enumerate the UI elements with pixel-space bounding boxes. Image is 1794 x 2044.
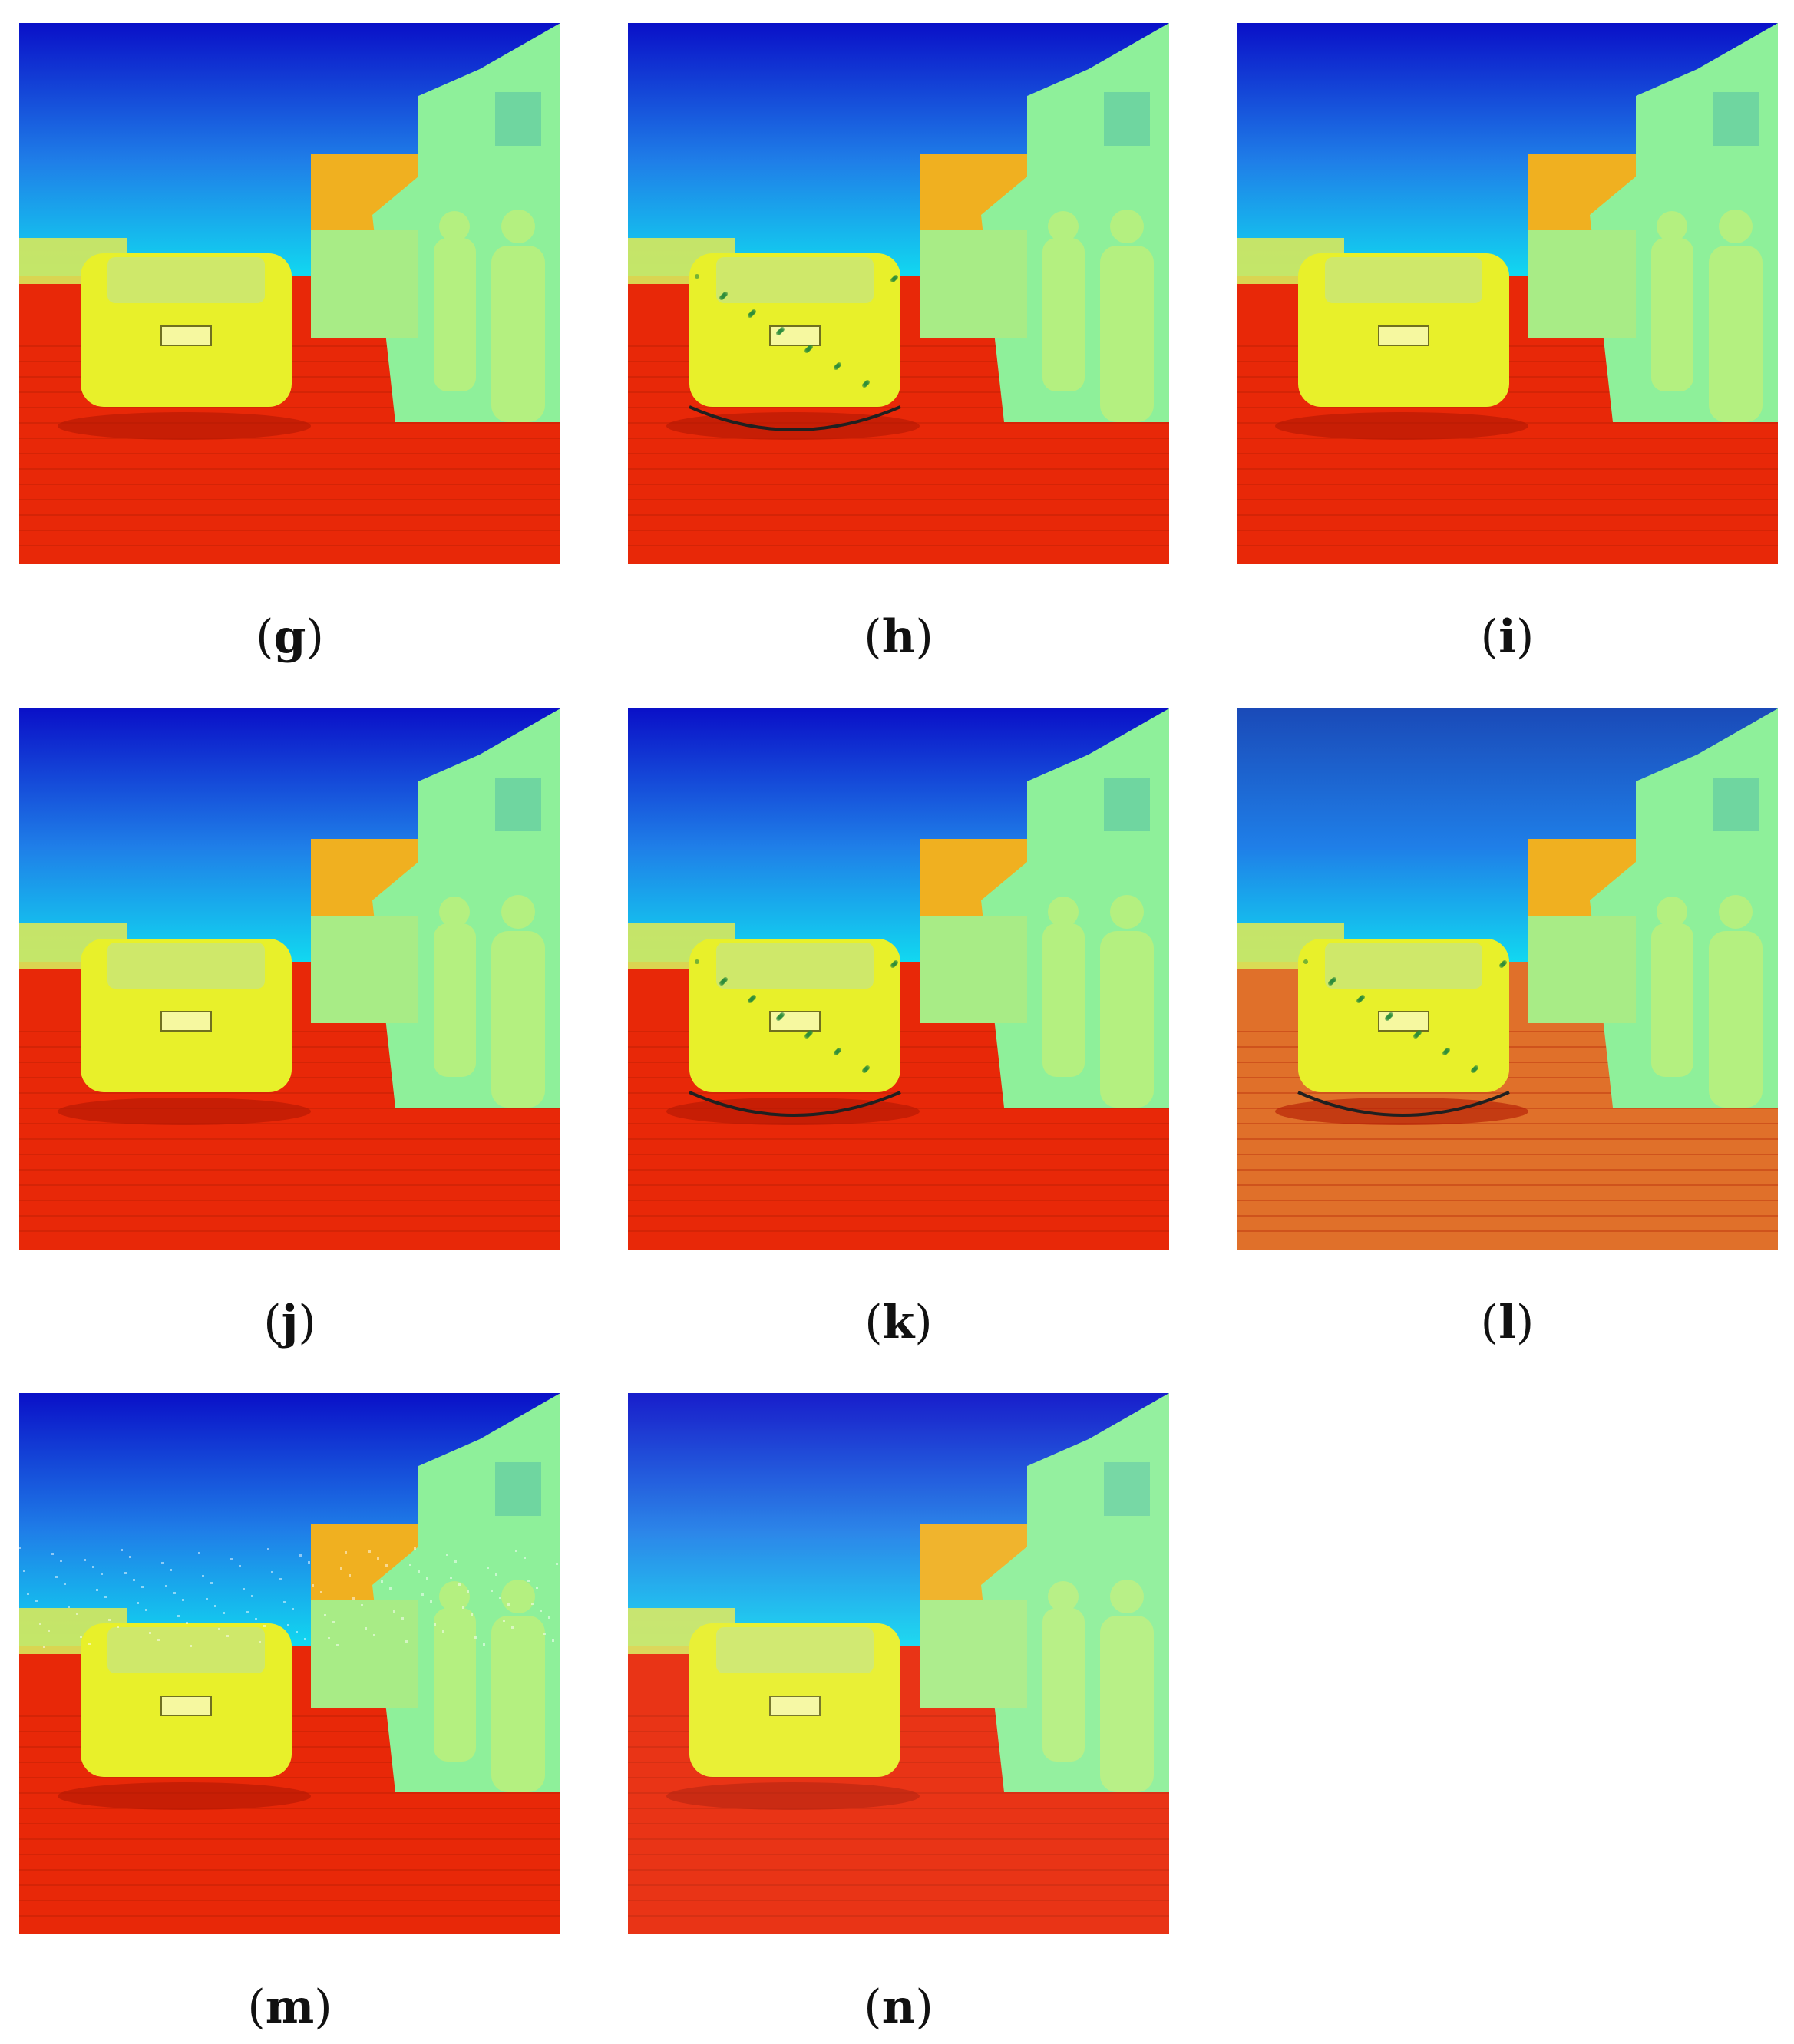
thermal-image-k [628,708,1169,1250]
thermal-image-m [19,1393,560,1934]
caption-n: (n) [864,1980,933,2034]
thermal-image-g [19,23,560,564]
panel-j [19,708,560,1250]
panel-i [1237,23,1778,564]
thermal-image-h [628,23,1169,564]
thermal-image-l [1237,708,1778,1250]
caption-i: (i) [1480,610,1535,664]
caption-g: (g) [256,610,324,664]
caption-m: (m) [247,1980,332,2034]
panel-k [628,708,1169,1250]
panel-g [19,23,560,564]
caption-k: (k) [864,1296,933,1349]
thermal-image-j [19,708,560,1250]
panel-n [628,1393,1169,1934]
thermal-image-i [1237,23,1778,564]
caption-h: (h) [864,610,933,664]
caption-l: (l) [1480,1296,1535,1349]
panel-m [19,1393,560,1934]
panel-l [1237,708,1778,1250]
thermal-image-n [628,1393,1169,1934]
caption-j: (j) [263,1296,316,1349]
panel-h [628,23,1169,564]
